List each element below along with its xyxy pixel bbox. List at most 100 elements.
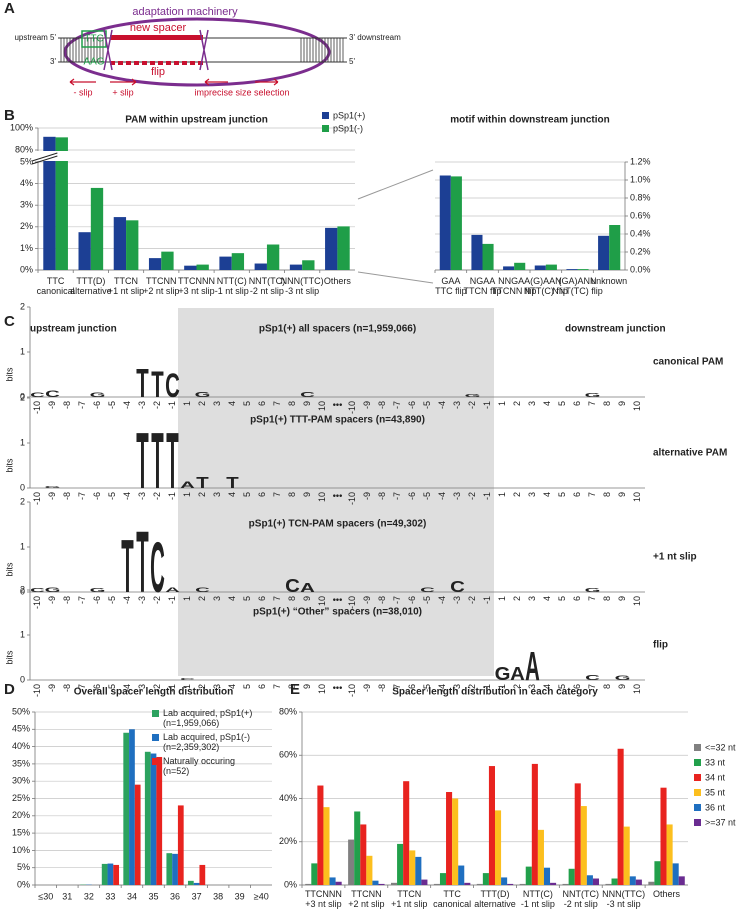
x-tick-label: TTCN +1 nt slip [391,889,427,909]
legend-label-line: (n=2,359,302) [163,742,219,752]
x-tick-label: -9 [362,684,372,692]
x-tick-label: -3 [452,401,462,409]
logo-letter: C [300,391,315,399]
bar [337,226,350,270]
y-tick-label: 0.2% [630,246,651,256]
bar [629,876,636,885]
x-tick-label: -3 [137,401,147,409]
bar [254,263,267,270]
label: AAG [83,57,104,68]
bar [150,753,157,885]
bar [476,883,483,885]
x-tick-label-line: alternative [70,286,112,296]
x-tick-label: -8 [62,596,72,604]
x-tick-label: -7 [77,492,87,500]
x-tick-label: -4 [122,596,132,604]
x-tick-label: 6 [572,684,582,689]
x-tick-label: -7 [392,596,402,604]
bar [635,879,642,885]
y-tick-label: 3% [20,200,33,210]
x-tick-label: -7 [77,684,87,692]
x-tick-label-line: TTC [47,276,65,286]
x-tick-label: NTT(C) -1 nt slip [215,276,249,296]
y-tick-label: 45% [12,724,30,734]
y-tick-label: 0 [20,482,25,492]
bar [90,187,104,270]
logo-letter: T [136,513,148,611]
x-tick-label: -9 [47,492,57,500]
logo-letter: A [525,643,540,689]
x-tick-label: 37 [192,891,202,901]
logo-letter: T [151,365,164,406]
y-axis-label: bits [4,458,14,473]
x-tick-label: -10 [347,684,357,697]
x-tick-label: -8 [377,401,387,409]
x-tick-label: -8 [377,684,387,692]
bar [266,244,280,270]
logo-letter: G [465,393,481,398]
chart-title: motif within downstream junction [450,115,609,126]
x-tick-label: 8 [287,401,297,406]
x-tick-label-line: +3 nt slip [305,899,341,909]
x-tick-label: -6 [92,684,102,692]
x-tick-label: -6 [92,492,102,500]
x-tick-label: 10 [632,492,642,502]
legend-label-line: Naturally occuring [163,756,235,766]
x-tick-label: -1 [482,684,492,692]
logo-letter: C [195,587,210,594]
x-tick-label-line: NTT(C) [523,889,553,899]
bar [161,251,174,270]
x-tick-label-line: NTT(C) [217,276,247,286]
x-tick-label: 1 [497,596,507,601]
bar [323,807,330,885]
bar [390,882,398,885]
bar [446,792,453,885]
bar [78,232,91,270]
logo-letter: G [195,391,211,399]
x-tick-label: 6 [257,596,267,601]
logo-letter: G [90,588,106,593]
logo-letter: A [165,587,180,594]
x-tick-label-line: -1 nt slip [521,899,555,909]
x-tick-label-line: TTCNN flip [492,286,537,296]
x-tick-label: 6 [257,401,267,406]
x-tick-label-line: TTCNN [146,276,177,286]
x-tick-label: 39 [235,891,245,901]
bar [148,258,162,270]
x-tick-label: -2 [152,401,162,409]
bar [568,868,575,885]
bar [113,217,127,270]
x-tick-label: 4 [227,596,237,601]
region-label: upstream junction [30,324,117,335]
break-mark [31,152,58,165]
x-tick-label-line: NNN(TTC) [281,276,324,286]
bar [348,839,355,885]
x-tick-label-line: TTCNN [351,889,382,899]
bar [107,863,114,885]
y-tick-label: 2 [20,392,25,402]
legend-swatch [152,734,159,741]
bar [397,843,404,885]
bar [421,879,428,885]
x-tick-label: 10 [317,492,327,502]
logo-title: pSp1(+) all spacers (n=1,959,066) [259,324,416,335]
panel-label: A [4,0,15,17]
x-tick-label: 2 [512,492,522,497]
x-tick-label: 2 [512,596,522,601]
x-tick-label: NTT(C) -1 nt slip [521,889,555,909]
y-tick-label: 2% [20,221,33,231]
x-tick-label: 4 [542,492,552,497]
x-tick-label: -7 [392,401,402,409]
x-tick-label: NNT(TC) -2 nt slip [249,276,286,296]
logo-letter: G [45,587,61,594]
legend-label: 34 nt [705,772,726,782]
x-tick-label: 7 [587,684,597,689]
x-tick-label: -9 [362,401,372,409]
legend-label: 33 nt [705,757,726,767]
x-tick-label: 10 [317,401,327,411]
x-tick-label: 7 [272,684,282,689]
x-tick-label: -4 [437,401,447,409]
x-tick-label: -1 [167,492,177,500]
x-tick-label: 34 [127,891,137,901]
